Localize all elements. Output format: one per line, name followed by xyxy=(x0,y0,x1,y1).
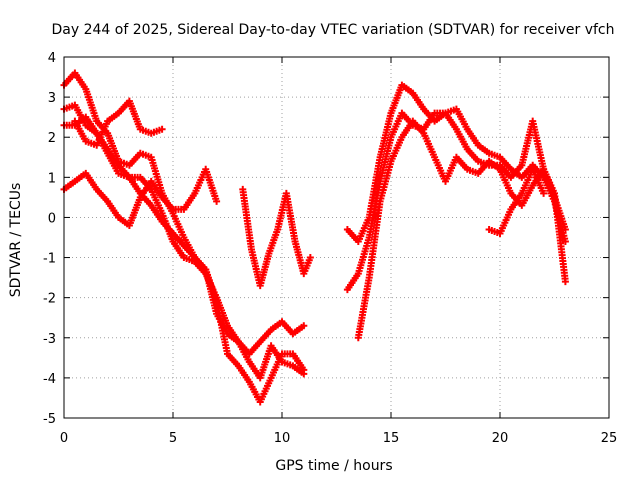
data-point xyxy=(300,322,308,330)
plot-marks xyxy=(60,69,569,406)
y-tick-label: -2 xyxy=(43,292,56,307)
y-tick-label: 0 xyxy=(48,211,56,226)
y-tick-label: -3 xyxy=(43,332,56,347)
data-point xyxy=(306,254,314,262)
x-axis-label: GPS time / hours xyxy=(275,458,392,474)
series-track-d xyxy=(60,165,221,229)
y-axis-label: SDTVAR / TECUs xyxy=(8,183,24,298)
y-tick-label: 4 xyxy=(48,51,56,66)
y-tick-label: -4 xyxy=(43,372,56,387)
y-tick-label: 3 xyxy=(48,91,56,106)
y-tick-label: 2 xyxy=(48,131,56,146)
x-tick-label: 5 xyxy=(169,431,177,446)
x-tick-label: 10 xyxy=(274,431,291,446)
y-tick-label: 1 xyxy=(48,171,56,186)
series-track-i xyxy=(354,117,569,342)
series-track-j xyxy=(485,165,548,237)
data-point xyxy=(561,238,569,246)
x-tick-label: 0 xyxy=(60,431,68,446)
y-tick-label: -5 xyxy=(43,412,56,427)
plot-frame xyxy=(63,56,610,419)
y-tick-label: -1 xyxy=(43,252,56,267)
data-point xyxy=(540,189,548,197)
grid xyxy=(64,57,609,418)
series-track-h xyxy=(343,109,569,294)
series-track-f xyxy=(239,185,314,290)
series-track-e xyxy=(71,97,166,149)
x-tick-label: 15 xyxy=(383,431,400,446)
data-point xyxy=(561,225,569,233)
chart-title: Day 244 of 2025, Sidereal Day-to-day VTE… xyxy=(51,22,614,38)
series-track-c xyxy=(60,69,308,382)
data-point xyxy=(213,197,221,205)
axis-ticks: 0 5 10 15 20 25 -5 -4 -3 -2 -1 0 1 2 3 4 xyxy=(43,51,617,446)
data-point xyxy=(561,278,569,286)
x-tick-label: 25 xyxy=(601,431,618,446)
data-point xyxy=(300,370,308,378)
data-point xyxy=(158,125,166,133)
x-tick-label: 20 xyxy=(492,431,509,446)
